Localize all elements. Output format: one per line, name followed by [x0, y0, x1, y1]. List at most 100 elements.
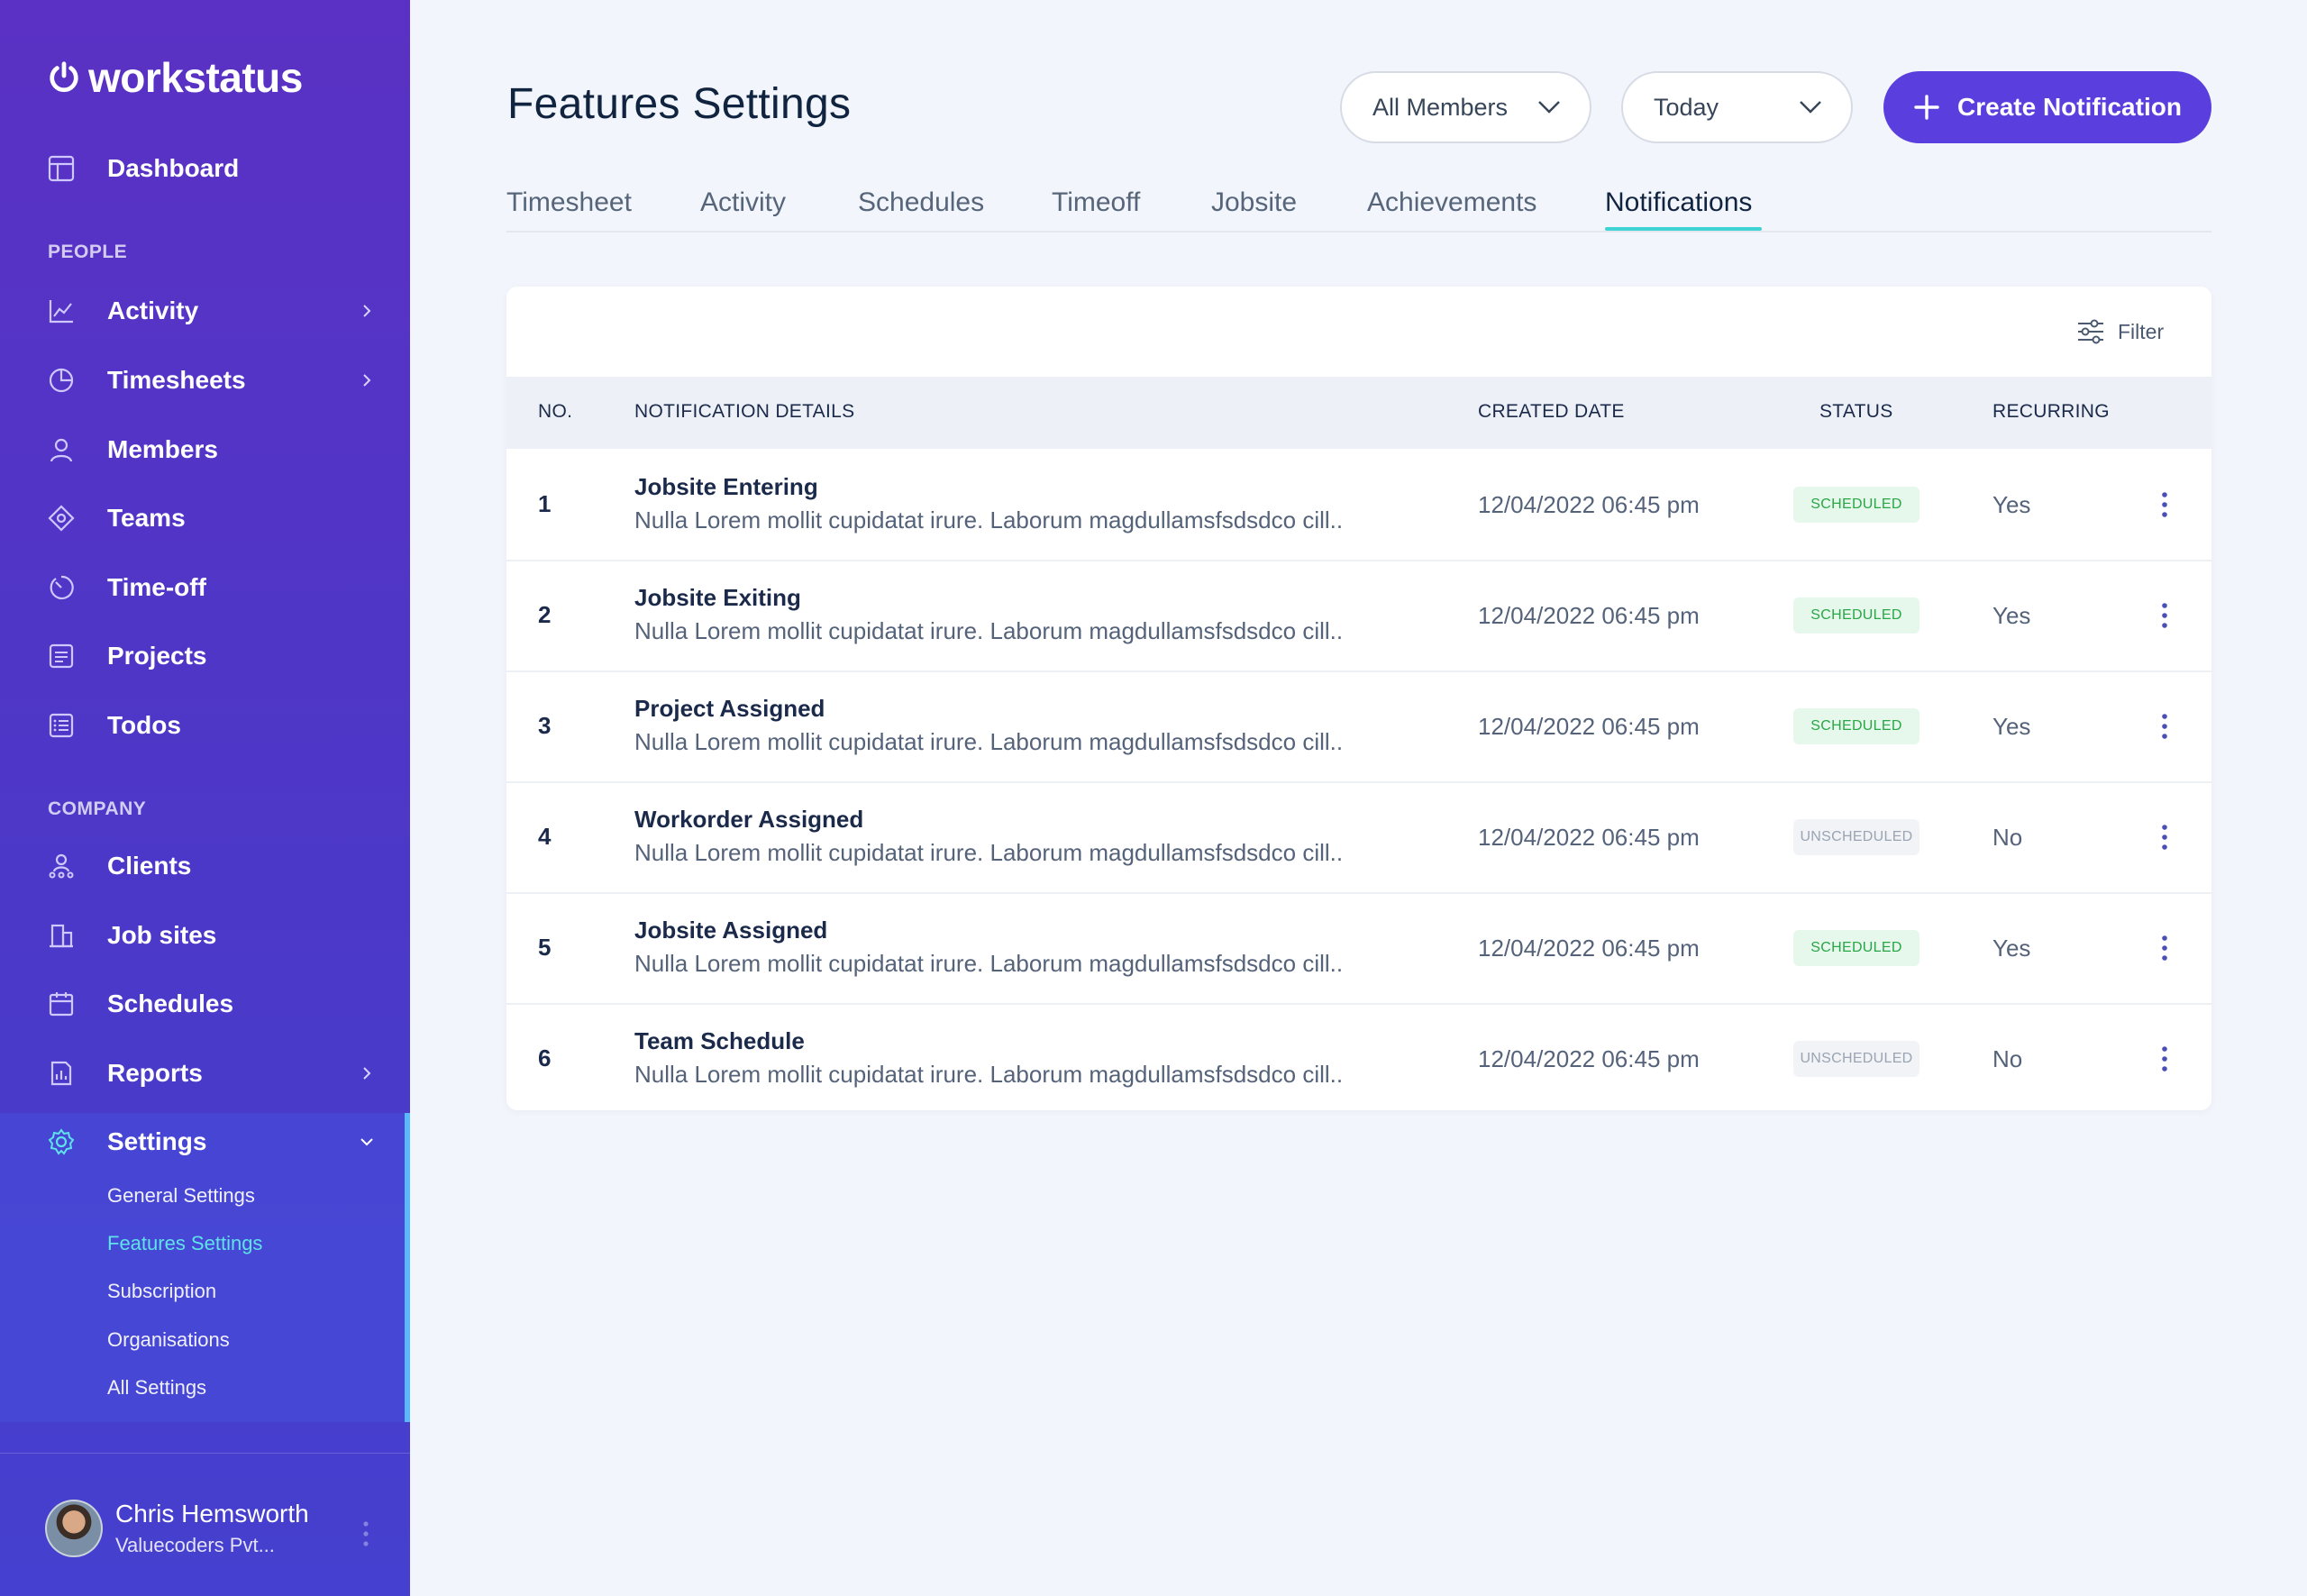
sidebar-item-label: Timesheets — [107, 366, 246, 394]
page-title: Features Settings — [507, 80, 852, 128]
row-number: 5 — [538, 934, 552, 961]
status-badge: UNSCHEDULED — [1793, 1041, 1919, 1077]
dashboard-icon — [48, 155, 75, 182]
chevron-right-icon — [363, 1067, 371, 1080]
submenu-organisations[interactable]: Organisations — [107, 1328, 230, 1351]
sidebar-item-clients[interactable]: Clients — [0, 839, 410, 893]
line-chart-icon — [49, 300, 73, 324]
created-date: 12/04/2022 06:45 pm — [1478, 491, 1700, 518]
tab-achievements[interactable]: Achievements — [1367, 187, 1537, 217]
sidebar-item-members[interactable]: Members — [0, 423, 410, 477]
sidebar-item-dashboard[interactable]: Dashboard — [0, 141, 410, 196]
tab-notifications[interactable]: Notifications — [1605, 187, 1753, 217]
more-vertical-icon[interactable] — [362, 1519, 369, 1548]
sidebar: workstatus Dashboard PEOPLE Activity Tim… — [0, 0, 410, 1596]
sidebar-item-settings[interactable]: Settings — [0, 1115, 410, 1169]
more-vertical-icon[interactable] — [2159, 490, 2170, 519]
submenu-features-settings[interactable]: Features Settings — [107, 1232, 263, 1254]
sidebar-item-job-sites[interactable]: Job sites — [0, 908, 410, 962]
table-row[interactable]: 6 Team Schedule Nulla Lorem mollit cupidat… — [506, 1005, 2211, 1110]
notification-description: Nulla Lorem mollit cupidatat irure. Labo… — [634, 950, 1344, 977]
created-date: 12/04/2022 06:45 pm — [1478, 1045, 1700, 1072]
todo-icon — [49, 713, 74, 738]
sidebar-item-teams[interactable]: Teams — [0, 491, 410, 545]
row-number: 4 — [538, 823, 552, 850]
table-header: NO. NOTIFICATION DETAILS CREATED DATE ST… — [506, 377, 2211, 449]
sidebar-item-label: Settings — [107, 1127, 207, 1155]
notification-title: Jobsite Entering — [634, 473, 818, 500]
sidebar-item-label: Job sites — [107, 921, 217, 949]
sidebar-item-schedules[interactable]: Schedules — [0, 977, 410, 1031]
chevron-right-icon — [363, 374, 371, 387]
notification-description: Nulla Lorem mollit cupidatat irure. Labo… — [634, 617, 1344, 644]
table-row[interactable]: 4 Workorder Assigned Nulla Lorem mollit cu… — [506, 783, 2211, 894]
recurring-value: Yes — [1992, 491, 2031, 518]
tab-timesheet[interactable]: Timesheet — [506, 187, 632, 217]
sidebar-item-label: Todos — [107, 711, 181, 739]
sidebar-item-label: Schedules — [107, 990, 234, 1017]
sidebar-item-label: Members — [107, 435, 218, 463]
recurring-value: Yes — [1992, 935, 2031, 962]
sidebar-item-label: Projects — [107, 642, 207, 670]
plus-icon — [1914, 95, 1939, 120]
notification-title: Jobsite Exiting — [634, 584, 801, 611]
sidebar-item-todos[interactable]: Todos — [0, 698, 410, 752]
user-name: Chris Hemsworth — [115, 1500, 309, 1528]
sidebar-item-projects[interactable]: Projects — [0, 629, 410, 683]
user-profile[interactable]: Chris Hemsworth Valuecoders Pvt... — [45, 1500, 388, 1559]
notification-title: Workorder Assigned — [634, 806, 864, 833]
user-icon — [50, 438, 73, 462]
table-row[interactable]: 1 Jobsite Entering Nulla Lorem mollit cupi… — [506, 451, 2211, 561]
table-row[interactable]: 3 Project Assigned Nulla Lorem mollit cupi… — [506, 672, 2211, 783]
table-row[interactable]: 2 Jobsite Exiting Nulla Lorem mollit cupid… — [506, 561, 2211, 672]
more-vertical-icon[interactable] — [2159, 601, 2170, 630]
divider — [0, 1453, 410, 1454]
chevron-right-icon — [363, 305, 371, 317]
notification-title: Project Assigned — [634, 695, 825, 722]
status-badge: SCHEDULED — [1793, 597, 1919, 634]
more-vertical-icon[interactable] — [2159, 934, 2170, 962]
column-header-recurring: RECURRING — [1992, 401, 2110, 422]
created-date: 12/04/2022 06:45 pm — [1478, 824, 1700, 851]
date-dropdown[interactable]: Today — [1621, 71, 1853, 143]
create-notification-label: Create Notification — [1957, 93, 2182, 121]
more-vertical-icon[interactable] — [2159, 823, 2170, 852]
submenu-all-settings[interactable]: All Settings — [107, 1376, 207, 1399]
report-icon — [50, 1061, 72, 1086]
clients-icon — [49, 853, 74, 879]
active-tab-indicator — [1605, 227, 1762, 231]
chevron-down-icon — [1538, 101, 1560, 114]
tab-schedules[interactable]: Schedules — [858, 187, 985, 217]
tab-jobsite[interactable]: Jobsite — [1211, 187, 1298, 217]
recurring-value: No — [1992, 824, 2023, 851]
submenu-general-settings[interactable]: General Settings — [107, 1184, 255, 1207]
active-indicator — [405, 1113, 410, 1422]
members-dropdown-value: All Members — [1372, 93, 1509, 121]
sidebar-item-label: Time-off — [107, 573, 206, 601]
tab-activity[interactable]: Activity — [700, 187, 787, 217]
building-icon — [50, 924, 73, 948]
tab-timeoff[interactable]: Timeoff — [1052, 187, 1141, 217]
notification-description: Nulla Lorem mollit cupidatat irure. Labo… — [634, 839, 1344, 866]
more-vertical-icon[interactable] — [2159, 712, 2170, 741]
status-badge: SCHEDULED — [1793, 930, 1919, 966]
filter-button[interactable]: Filter — [2074, 314, 2164, 350]
chevron-down-icon — [360, 1138, 373, 1146]
sidebar-item-time-off[interactable]: Time-off — [0, 561, 410, 615]
created-date: 12/04/2022 06:45 pm — [1478, 602, 1700, 629]
submenu-subscription[interactable]: Subscription — [107, 1280, 217, 1302]
sidebar-item-timesheets[interactable]: Timesheets — [0, 353, 410, 407]
create-notification-button[interactable]: Create Notification — [1883, 71, 2211, 143]
gear-icon — [48, 1128, 75, 1155]
row-number: 6 — [538, 1044, 552, 1072]
sidebar-item-reports[interactable]: Reports — [0, 1046, 410, 1100]
members-dropdown[interactable]: All Members — [1340, 71, 1591, 143]
sidebar-item-activity[interactable]: Activity — [0, 284, 410, 338]
sliders-icon — [2078, 319, 2103, 344]
notification-description: Nulla Lorem mollit cupidatat irure. Labo… — [634, 728, 1344, 755]
table-row[interactable]: 5 Jobsite Assigned Nulla Lorem mollit cupi… — [506, 894, 2211, 1005]
more-vertical-icon[interactable] — [2159, 1044, 2170, 1073]
brand-logo[interactable]: workstatus — [47, 54, 303, 101]
avatar — [45, 1500, 103, 1557]
sidebar-item-label: Clients — [107, 852, 192, 880]
